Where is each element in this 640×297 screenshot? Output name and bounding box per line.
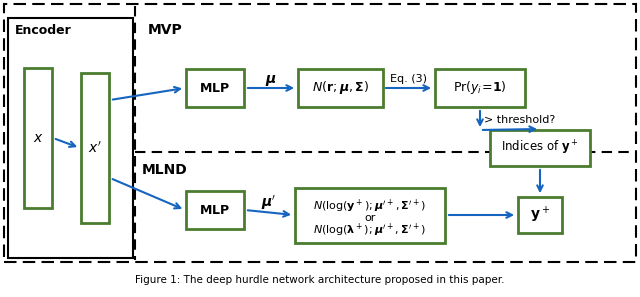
FancyBboxPatch shape xyxy=(518,197,562,233)
Text: MVP: MVP xyxy=(148,23,182,37)
Text: Figure 1: The deep hurdle network architecture proposed in this paper.: Figure 1: The deep hurdle network archit… xyxy=(135,275,505,285)
Text: $\boldsymbol{\mu}$: $\boldsymbol{\mu}$ xyxy=(265,72,277,88)
Text: Eq. (3): Eq. (3) xyxy=(390,74,426,84)
Text: Indices of $\mathbf{y}^+$: Indices of $\mathbf{y}^+$ xyxy=(501,139,579,157)
FancyBboxPatch shape xyxy=(24,68,52,208)
Text: MLND: MLND xyxy=(142,163,188,177)
Text: or: or xyxy=(364,213,376,223)
Text: $N(\log(\mathbf{y}^+);\boldsymbol{\mu}'^+,\boldsymbol{\Sigma}'^+)$: $N(\log(\mathbf{y}^+);\boldsymbol{\mu}'^… xyxy=(314,197,427,215)
Text: $\mathrm{Pr}(y_i\!=\!\mathbf{1})$: $\mathrm{Pr}(y_i\!=\!\mathbf{1})$ xyxy=(453,80,507,97)
Text: > threshold?: > threshold? xyxy=(484,115,556,125)
FancyBboxPatch shape xyxy=(186,191,244,229)
FancyBboxPatch shape xyxy=(298,69,383,107)
FancyBboxPatch shape xyxy=(295,187,445,242)
Text: $\mathbf{MLP}$: $\mathbf{MLP}$ xyxy=(200,81,230,94)
FancyBboxPatch shape xyxy=(186,69,244,107)
FancyBboxPatch shape xyxy=(81,73,109,223)
Text: $N(\mathbf{r};\boldsymbol{\mu},\boldsymbol{\Sigma})$: $N(\mathbf{r};\boldsymbol{\mu},\boldsymb… xyxy=(312,80,369,97)
Text: $N(\log(\boldsymbol{\lambda}^+);\boldsymbol{\mu}'^+,\boldsymbol{\Sigma}'^+)$: $N(\log(\boldsymbol{\lambda}^+);\boldsym… xyxy=(314,221,427,239)
Text: $x'$: $x'$ xyxy=(88,140,102,156)
FancyBboxPatch shape xyxy=(435,69,525,107)
FancyBboxPatch shape xyxy=(490,130,590,166)
Text: $\mathbf{y}^+$: $\mathbf{y}^+$ xyxy=(530,205,550,225)
Text: Encoder: Encoder xyxy=(15,23,72,37)
Text: $\boldsymbol{\mu}'$: $\boldsymbol{\mu}'$ xyxy=(261,194,276,212)
Text: $\mathbf{MLP}$: $\mathbf{MLP}$ xyxy=(200,203,230,217)
Text: $x$: $x$ xyxy=(33,131,44,145)
